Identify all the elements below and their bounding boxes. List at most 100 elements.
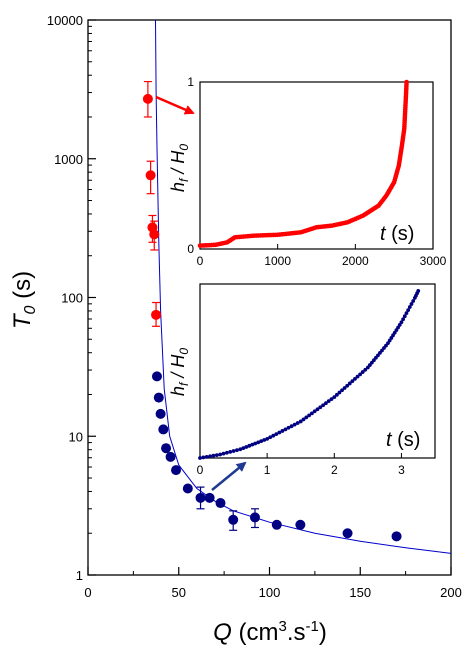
inset-data-point xyxy=(332,395,337,399)
inset-data-point xyxy=(318,405,323,410)
inset-blue-y-label-sub: f xyxy=(177,381,191,386)
inset-red-x-label-var: t xyxy=(380,223,387,245)
main-y-tick-label: 1 xyxy=(76,568,83,583)
inset-data-point xyxy=(201,455,206,460)
inset-data-point xyxy=(409,302,414,306)
blue-data-point xyxy=(161,443,172,454)
main-points xyxy=(142,80,402,542)
inset-data-point xyxy=(360,370,365,374)
inset-blue-y-label-mid: / H xyxy=(168,354,188,383)
inset-data-point xyxy=(218,452,223,457)
inset-data-point xyxy=(247,443,252,448)
inset-data-point xyxy=(235,448,239,453)
inset-red-axes: 0 1000 2000 3000 0 1 xyxy=(187,75,446,268)
blue-data-point xyxy=(165,451,176,462)
inset-data-point xyxy=(274,432,279,437)
main-y-label-space xyxy=(9,299,36,306)
inset-data-point xyxy=(404,79,409,85)
blue-data-point xyxy=(342,528,353,539)
blue-data-point xyxy=(271,519,282,530)
inset-data-point xyxy=(340,388,344,393)
inset-data-point xyxy=(411,299,416,303)
blue-data-point xyxy=(153,392,164,403)
blue-data-point xyxy=(158,424,169,435)
inset-data-point xyxy=(244,445,249,449)
inset-data-point xyxy=(301,417,306,422)
fit-curve xyxy=(155,20,451,554)
main-y-label-sub: 0 xyxy=(22,305,39,314)
red-data-point xyxy=(142,93,153,104)
blue-data-point xyxy=(182,483,193,494)
inset-blue-y-label-var: h xyxy=(168,386,188,396)
main-y-label-unit: (s) xyxy=(9,271,36,299)
inset-data-point xyxy=(238,447,243,452)
inset-data-point xyxy=(211,453,216,458)
inset-blue-x-label-unit: (s) xyxy=(397,429,420,451)
inset-data-point xyxy=(204,454,209,459)
inset-data-point xyxy=(326,399,331,404)
inset-data-point xyxy=(342,386,347,390)
main-y-tick-label: 10000 xyxy=(47,13,83,28)
inset-blue-y-label-sub2: 0 xyxy=(177,348,191,355)
main-y-label-var: T xyxy=(9,312,36,329)
inset-data-point xyxy=(231,449,236,453)
inset-x-tick-label: 0 xyxy=(197,254,204,268)
red-arrow xyxy=(155,95,195,115)
inset-data-point xyxy=(259,439,264,444)
inset-red-y-label: hf / H0 xyxy=(168,144,191,192)
inset-red-x-label-unit: (s) xyxy=(391,223,414,245)
inset-data-point xyxy=(268,435,273,440)
inset-data-point xyxy=(292,422,297,427)
inset-data-point xyxy=(337,390,342,395)
inset-red-points xyxy=(197,79,409,248)
inset-data-point xyxy=(399,320,404,325)
main-x-label-unit-pre: (cm xyxy=(239,619,279,646)
inset-data-point xyxy=(214,453,219,457)
inset-data-point xyxy=(347,381,352,386)
blue-data-point xyxy=(204,492,215,503)
inset-data-point xyxy=(416,289,421,293)
inset-blue-points xyxy=(198,289,421,460)
inset-x-tick-label: 3000 xyxy=(420,254,447,268)
main-x-label-unit-post: ) xyxy=(319,619,327,646)
inset-data-point xyxy=(280,429,285,433)
main-y-tick-label: 10 xyxy=(69,429,83,444)
inset-data-point xyxy=(208,454,212,459)
blue-arrow xyxy=(211,461,247,491)
main-x-tick-label: 100 xyxy=(259,585,281,600)
blue-data-point xyxy=(195,492,206,503)
blue-data-point xyxy=(155,408,166,419)
inset-red-y-label-mid: / H xyxy=(168,150,188,179)
inset-red-y-label-var: h xyxy=(168,182,188,192)
inset-data-point xyxy=(329,397,334,402)
inset-data-point xyxy=(256,440,261,445)
inset-data-point xyxy=(224,450,229,455)
inset-data-point xyxy=(401,317,406,322)
blue-data-point xyxy=(228,514,239,525)
inset-data-point xyxy=(298,419,303,424)
inset-data-point xyxy=(323,401,328,406)
inset-y-tick-label: 0 xyxy=(187,242,194,256)
red-data-point xyxy=(149,229,160,240)
inset-data-point xyxy=(355,374,360,379)
inset-data-point xyxy=(321,403,325,408)
inset-x-tick-label: 2000 xyxy=(342,254,369,268)
inset-data-point xyxy=(407,305,412,309)
main-x-tick-label: 150 xyxy=(349,585,371,600)
main-y-axis: 1 10 100 1000 10000 xyxy=(47,13,96,583)
inset-data-point xyxy=(307,413,312,418)
inset-y-tick-label: 1 xyxy=(187,75,194,89)
main-x-tick-label: 50 xyxy=(172,585,186,600)
red-data-point xyxy=(145,170,156,181)
inset-x-tick-label: 0 xyxy=(197,463,204,477)
inset-data-point xyxy=(404,311,409,316)
inset-data-point xyxy=(250,442,255,447)
blue-data-point xyxy=(151,371,162,382)
inset-data-point xyxy=(310,411,314,416)
main-x-label-unit-mid: .s xyxy=(287,619,306,646)
main-x-axis: 0 50 100 150 200 xyxy=(84,567,462,600)
inset-data-point xyxy=(198,456,202,460)
inset-data-point xyxy=(295,421,300,425)
